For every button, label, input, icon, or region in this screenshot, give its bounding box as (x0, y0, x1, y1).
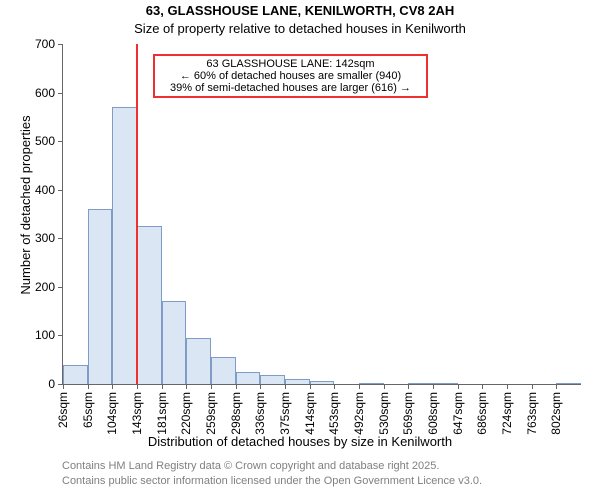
histogram-bar (137, 226, 162, 384)
histogram-bar (63, 365, 88, 384)
marker-line (136, 44, 138, 384)
x-tick (88, 384, 89, 389)
x-tick-label: 298sqm (229, 392, 243, 435)
histogram-bar (359, 383, 384, 384)
x-tick-label: 104sqm (105, 392, 119, 435)
y-tick-label: 400 (35, 183, 63, 197)
x-tick-label: 802sqm (549, 392, 563, 435)
chart-title: 63, GLASSHOUSE LANE, KENILWORTH, CV8 2AH (0, 3, 600, 18)
histogram-bar (112, 107, 137, 384)
x-tick-label: 26sqm (56, 392, 70, 428)
chart-root: 63, GLASSHOUSE LANE, KENILWORTH, CV8 2AH… (0, 0, 600, 500)
annotation-line: 39% of semi-detached houses are larger (… (159, 82, 422, 94)
x-tick-label: 763sqm (525, 392, 539, 435)
y-tick-label: 300 (35, 231, 63, 245)
histogram-bar (88, 209, 113, 384)
x-tick (211, 384, 212, 389)
x-tick-label: 336sqm (253, 392, 267, 435)
x-tick (112, 384, 113, 389)
y-tick-label: 500 (35, 134, 63, 148)
x-tick-label: 143sqm (130, 392, 144, 435)
x-tick (458, 384, 459, 389)
y-axis-label: Number of detached properties (18, 45, 33, 365)
x-tick (63, 384, 64, 389)
plot-area: 010020030040050060070026sqm65sqm104sqm14… (62, 44, 581, 385)
x-tick-label: 259sqm (204, 392, 218, 435)
x-tick (384, 384, 385, 389)
histogram-bar (162, 301, 187, 384)
x-axis-label: Distribution of detached houses by size … (0, 434, 600, 449)
y-tick-label: 0 (48, 377, 63, 391)
x-tick (359, 384, 360, 389)
y-tick-label: 600 (35, 86, 63, 100)
x-tick (507, 384, 508, 389)
x-tick-label: 608sqm (426, 392, 440, 435)
histogram-bar (408, 383, 433, 384)
y-tick-label: 200 (35, 280, 63, 294)
x-tick (532, 384, 533, 389)
x-tick-label: 647sqm (451, 392, 465, 435)
y-tick-label: 700 (35, 37, 63, 51)
histogram-bar (211, 357, 236, 384)
x-tick-label: 414sqm (303, 392, 317, 435)
x-tick (162, 384, 163, 389)
histogram-bar (433, 383, 458, 384)
x-tick (285, 384, 286, 389)
x-tick-label: 686sqm (475, 392, 489, 435)
x-tick (310, 384, 311, 389)
annotation-box: 63 GLASSHOUSE LANE: 142sqm← 60% of detac… (153, 54, 428, 98)
x-tick-label: 220sqm (179, 392, 193, 435)
histogram-bar (260, 375, 285, 384)
footer-line-1: Contains HM Land Registry data © Crown c… (62, 460, 439, 472)
histogram-bar (186, 338, 211, 384)
x-tick (236, 384, 237, 389)
x-tick (433, 384, 434, 389)
x-tick (260, 384, 261, 389)
x-tick (137, 384, 138, 389)
x-tick-label: 181sqm (155, 392, 169, 435)
annotation-header: 63 GLASSHOUSE LANE: 142sqm (159, 58, 422, 70)
x-tick-label: 65sqm (81, 392, 95, 428)
x-tick (482, 384, 483, 389)
x-tick-label: 569sqm (401, 392, 415, 435)
x-tick-label: 492sqm (352, 392, 366, 435)
x-tick (186, 384, 187, 389)
x-tick (556, 384, 557, 389)
x-tick-label: 724sqm (500, 392, 514, 435)
x-tick-label: 453sqm (327, 392, 341, 435)
chart-subtitle: Size of property relative to detached ho… (0, 21, 600, 36)
histogram-bar (285, 379, 310, 384)
x-tick-label: 375sqm (278, 392, 292, 435)
histogram-bar (556, 383, 581, 384)
x-tick-label: 530sqm (377, 392, 391, 435)
annotation-line: ← 60% of detached houses are smaller (94… (159, 70, 422, 82)
x-tick (408, 384, 409, 389)
y-tick-label: 100 (35, 328, 63, 342)
histogram-bar (236, 372, 261, 384)
footer-line-2: Contains public sector information licen… (62, 475, 482, 487)
histogram-bar (310, 381, 335, 384)
x-tick (334, 384, 335, 389)
